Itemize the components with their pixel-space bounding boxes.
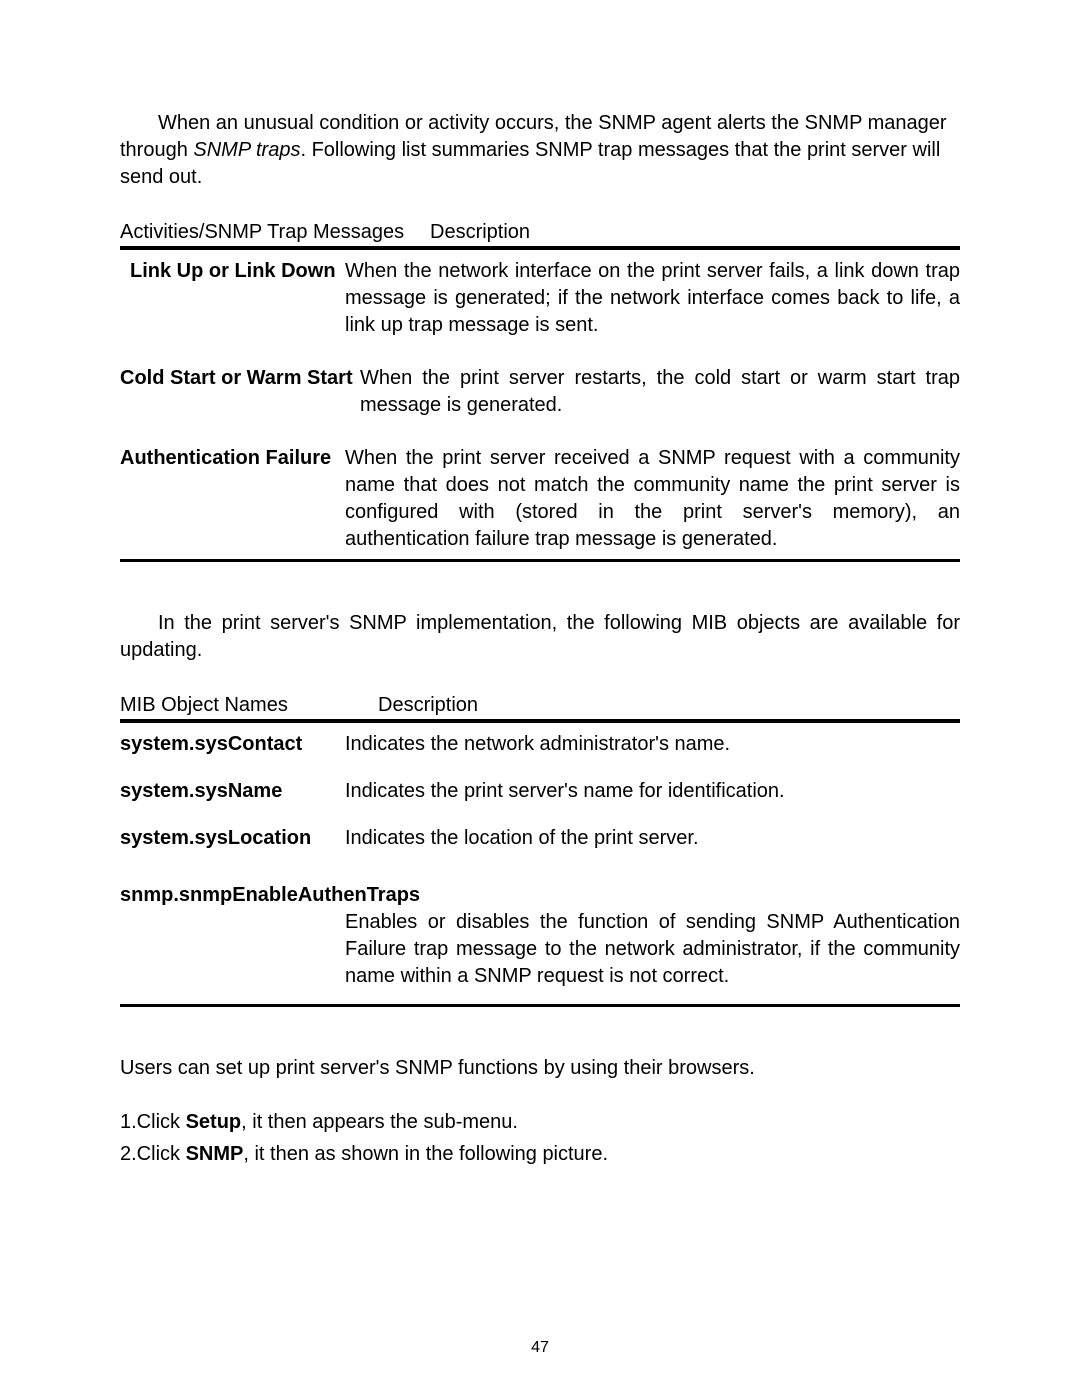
step-pre: 2.Click <box>120 1143 186 1165</box>
mib-row-name: system.sysLocation <box>120 825 345 852</box>
trap-row-desc: When the network interface on the print … <box>345 258 960 339</box>
step-post: , it then as shown in the following pict… <box>243 1143 608 1165</box>
mib-row-name: system.sysName <box>120 778 345 805</box>
intro-paragraph: When an unusual condition or activity oc… <box>120 110 960 191</box>
step-pre: 1.Click <box>120 1111 186 1133</box>
mib-header-desc: Description <box>378 694 960 717</box>
trap-row-name: Authentication Failure <box>120 445 345 553</box>
table-row: snmp.snmpEnableAuthenTraps Enables or di… <box>120 864 960 998</box>
table-row: system.sysLocation Indicates the locatio… <box>120 817 960 864</box>
trap-header-name: Activities/SNMP Trap Messages <box>120 221 430 244</box>
trap-table: Activities/SNMP Trap Messages Descriptio… <box>120 221 960 562</box>
trap-row-name: Cold Start or Warm Start <box>120 365 360 419</box>
list-item: 1.Click Setup, it then appears the sub-m… <box>120 1106 960 1138</box>
divider <box>120 1004 960 1007</box>
trap-row-desc: When the print server restarts, the cold… <box>360 365 960 419</box>
mib-row-desc: Indicates the location of the print serv… <box>345 825 960 852</box>
mib-intro: In the print server's SNMP implementatio… <box>120 610 960 664</box>
trap-header-desc: Description <box>430 221 960 244</box>
after-table-text: Users can set up print server's SNMP fun… <box>120 1055 960 1082</box>
table-row: Authentication Failure When the print se… <box>120 437 960 559</box>
table-row: Link Up or Link Down When the network in… <box>120 250 960 357</box>
mib-header-name: MIB Object Names <box>120 694 378 717</box>
page-number: 47 <box>0 1339 1080 1357</box>
mib-row-desc: Indicates the network administrator's na… <box>345 731 960 758</box>
mib-table-header: MIB Object Names Description <box>120 694 960 720</box>
intro-italic: SNMP traps <box>193 139 300 161</box>
step-bold: SNMP <box>186 1143 244 1165</box>
mib-full-name: snmp.snmpEnableAuthenTraps <box>120 882 960 909</box>
step-bold: Setup <box>186 1111 242 1133</box>
table-row: system.sysName Indicates the print serve… <box>120 770 960 817</box>
divider <box>120 559 960 562</box>
table-row: Cold Start or Warm Start When the print … <box>120 357 960 437</box>
table-row: system.sysContact Indicates the network … <box>120 723 960 770</box>
trap-row-desc: When the print server received a SNMP re… <box>345 445 960 553</box>
mib-row-name: system.sysContact <box>120 731 345 758</box>
document-page: When an unusual condition or activity oc… <box>0 0 1080 1397</box>
mib-row-desc: Indicates the print server's name for id… <box>345 778 960 805</box>
steps-list: 1.Click Setup, it then appears the sub-m… <box>120 1106 960 1170</box>
mib-full-desc: Enables or disables the function of send… <box>345 909 960 990</box>
mib-table: MIB Object Names Description system.sysC… <box>120 694 960 1007</box>
trap-table-header: Activities/SNMP Trap Messages Descriptio… <box>120 221 960 247</box>
step-post: , it then appears the sub-menu. <box>241 1111 518 1133</box>
trap-row-name: Link Up or Link Down <box>130 258 345 339</box>
list-item: 2.Click SNMP, it then as shown in the fo… <box>120 1138 960 1170</box>
